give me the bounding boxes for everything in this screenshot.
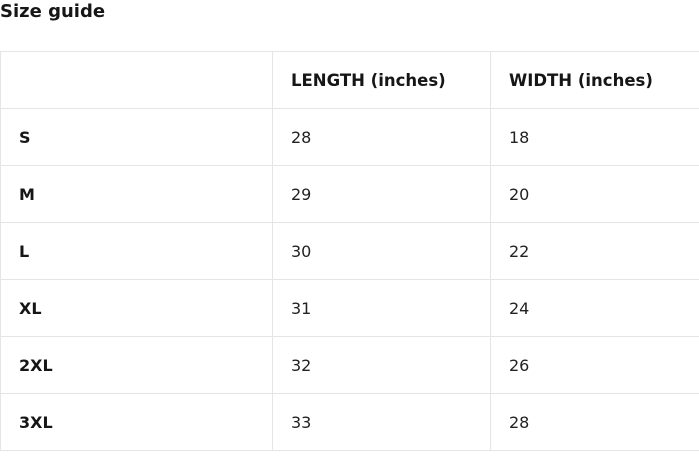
size-label: L	[0, 222, 273, 280]
table-row-2xl: 2XL 32 26	[0, 336, 699, 394]
size-label: 2XL	[0, 336, 273, 394]
width-value: 24	[490, 279, 699, 337]
width-value: 28	[490, 393, 699, 451]
table-row-m: M 29 20	[0, 165, 699, 223]
width-value: 18	[490, 108, 699, 166]
size-label: S	[0, 108, 273, 166]
table-row-3xl: 3XL 33 28	[0, 393, 699, 451]
width-value: 20	[490, 165, 699, 223]
width-value: 22	[490, 222, 699, 280]
table-row-s: S 28 18	[0, 108, 699, 166]
length-value: 33	[272, 393, 491, 451]
length-value: 28	[272, 108, 491, 166]
width-value: 26	[490, 336, 699, 394]
size-label: 3XL	[0, 393, 273, 451]
table-row-l: L 30 22	[0, 222, 699, 280]
page-title: Size guide	[0, 1, 106, 22]
length-value: 31	[272, 279, 491, 337]
column-header-length: LENGTH (inches)	[272, 51, 491, 109]
table-row-xl: XL 31 24	[0, 279, 699, 337]
size-label: XL	[0, 279, 273, 337]
table-header-row: LENGTH (inches) WIDTH (inches)	[0, 51, 699, 109]
size-label: M	[0, 165, 273, 223]
column-header-width: WIDTH (inches)	[490, 51, 699, 109]
length-value: 30	[272, 222, 491, 280]
size-guide-table: LENGTH (inches) WIDTH (inches) S 28 18 M…	[0, 51, 699, 451]
column-header-size	[0, 51, 273, 109]
length-value: 32	[272, 336, 491, 394]
length-value: 29	[272, 165, 491, 223]
